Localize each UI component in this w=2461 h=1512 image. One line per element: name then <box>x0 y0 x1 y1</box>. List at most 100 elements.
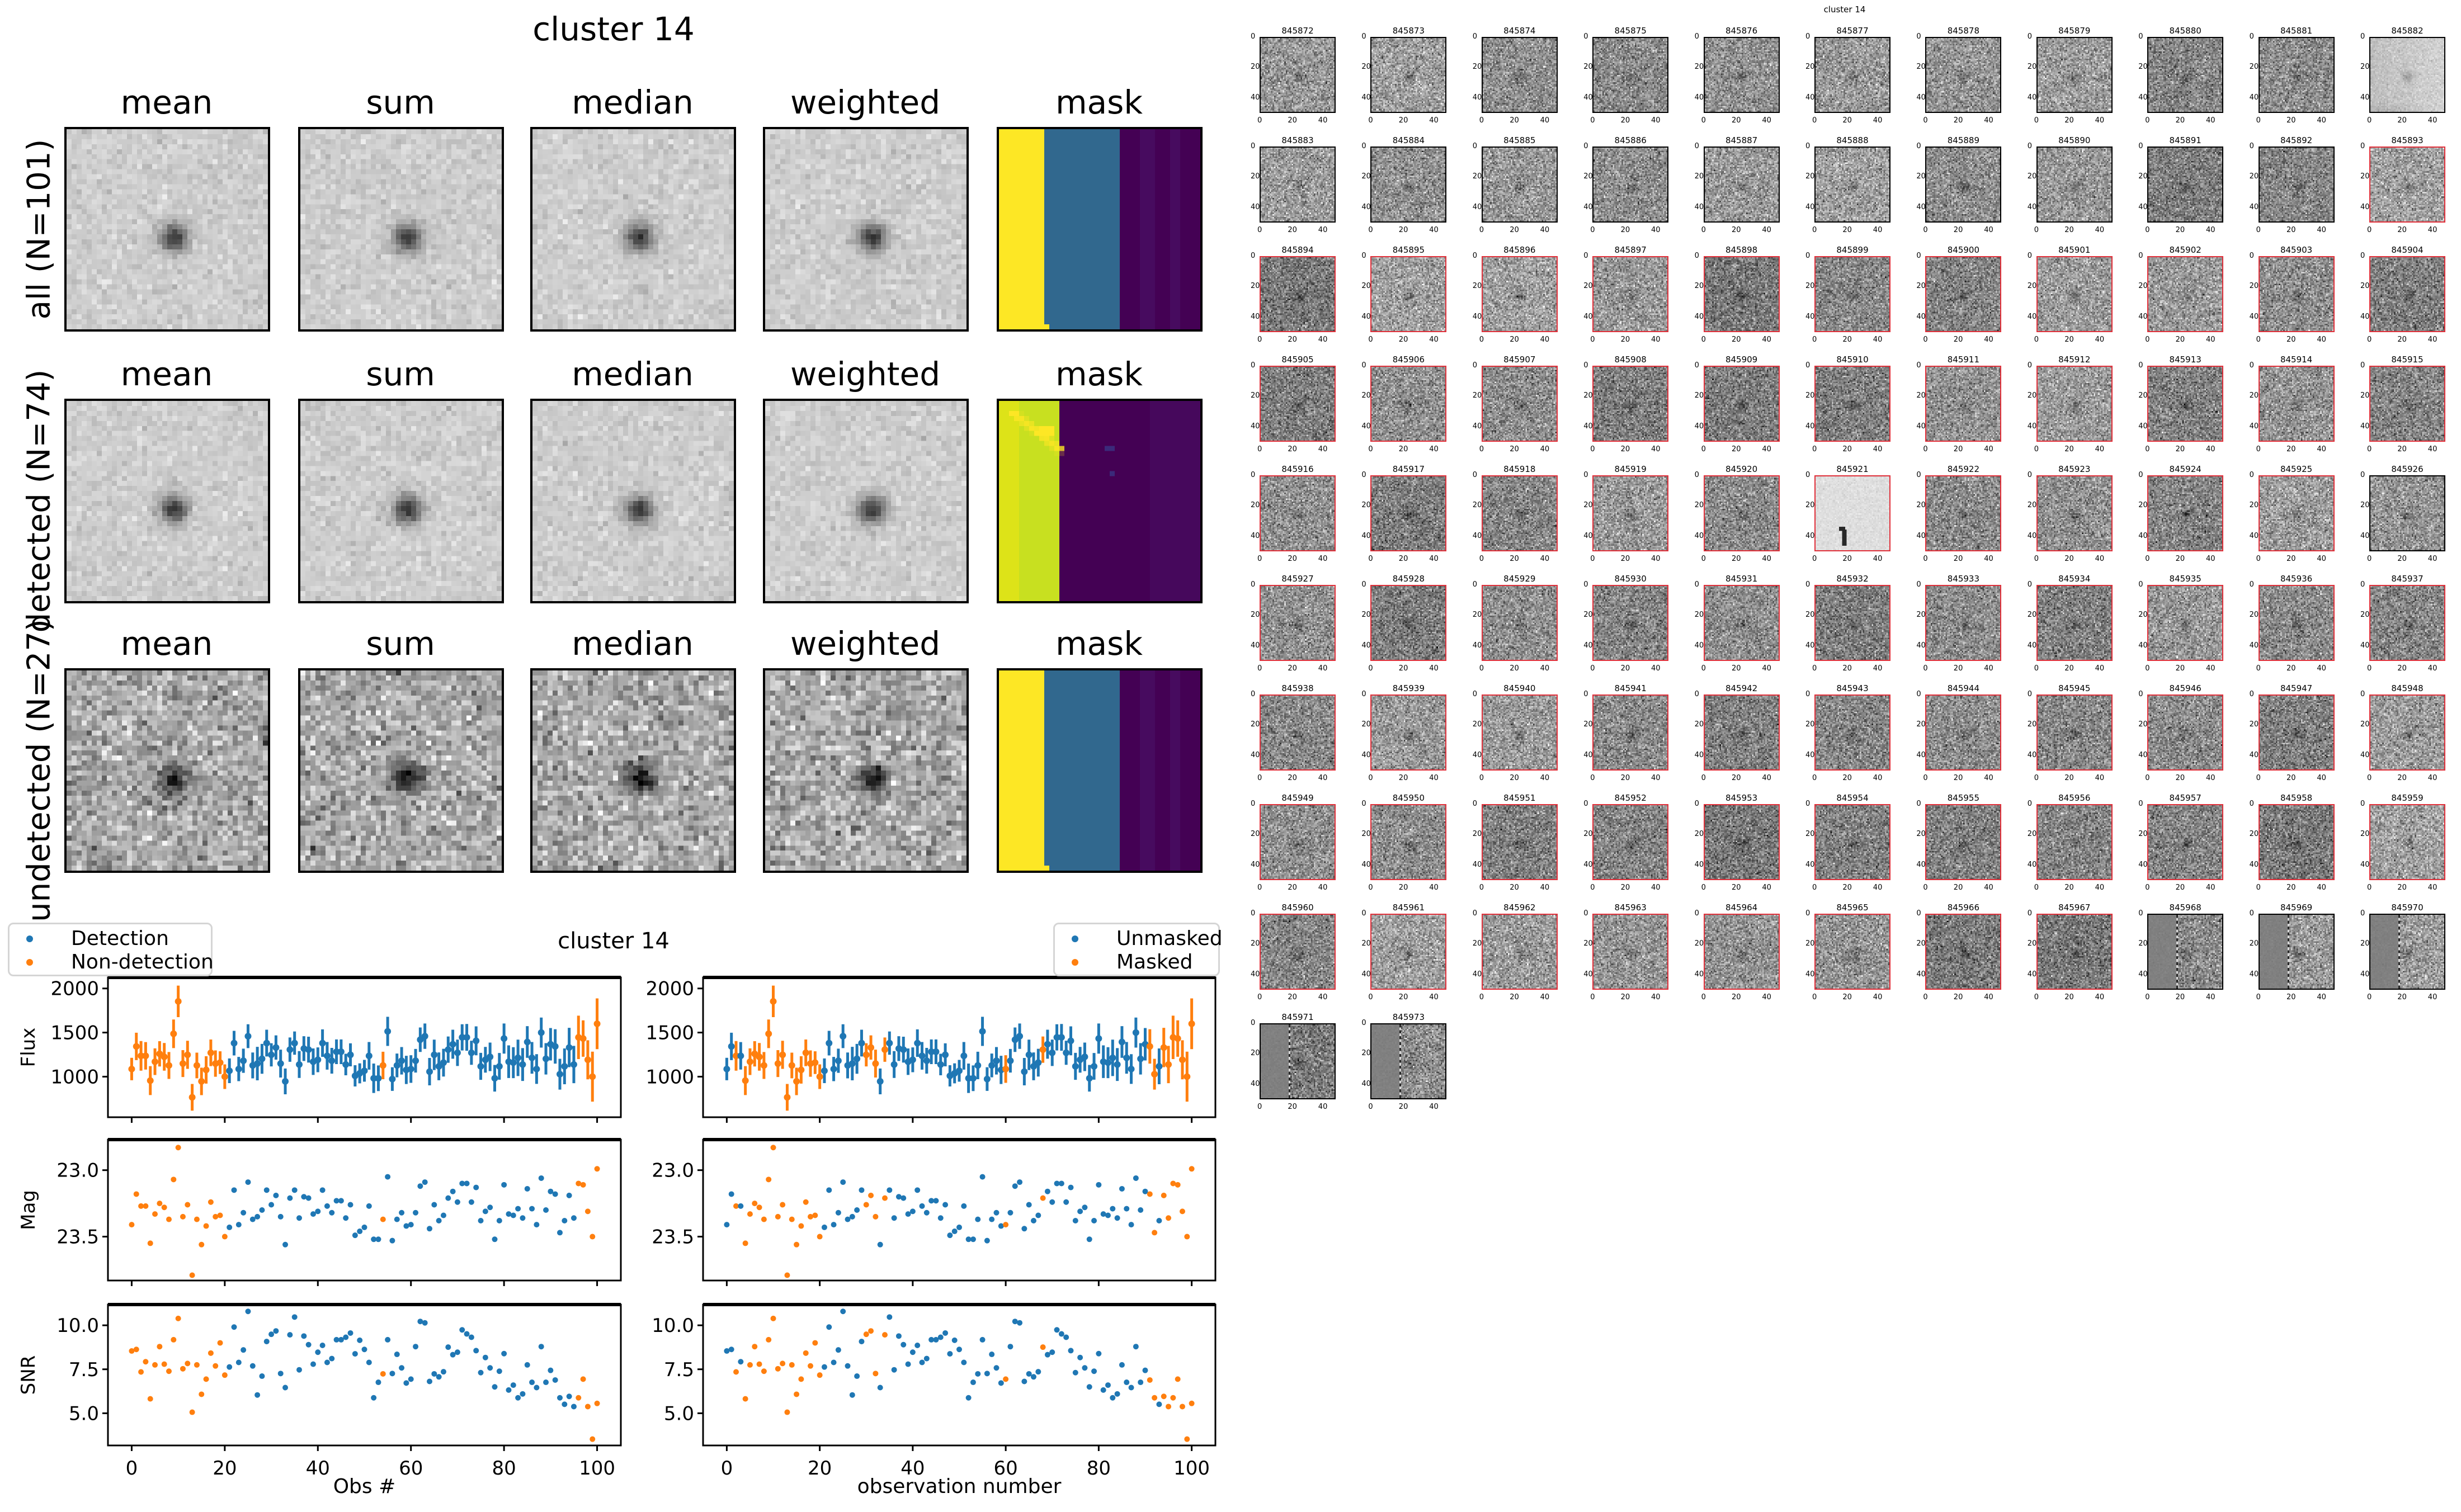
cutout-x-tick: 20 <box>2286 664 2296 673</box>
data-point <box>887 1187 893 1193</box>
data-point <box>534 1385 540 1391</box>
cutout-y-tick: 40 <box>1472 531 1482 540</box>
cutout-y-tick: 0 <box>1583 471 1588 479</box>
stacked-cutout <box>300 129 502 329</box>
cutout-x-tick: 0 <box>1701 555 1706 563</box>
data-point <box>333 1048 340 1055</box>
data-point <box>1128 1222 1134 1228</box>
cutout-y-tick: 40 <box>1916 860 1926 869</box>
cutout-y-tick: 40 <box>1916 93 1926 102</box>
data-point <box>254 1392 261 1398</box>
data-point <box>1123 1054 1130 1061</box>
data-point <box>859 1187 865 1193</box>
data-point <box>1035 1369 1041 1375</box>
cutout-y-tick: 0 <box>1251 471 1256 479</box>
cutout-image <box>1481 475 1558 551</box>
cutout-x-tick: 0 <box>2145 774 2150 782</box>
cutout-y-tick: 20 <box>2249 63 2259 72</box>
cutout-image <box>1592 914 1669 990</box>
data-point <box>161 1361 167 1367</box>
data-point <box>937 1334 944 1340</box>
data-point <box>440 1369 446 1375</box>
data-point <box>384 1028 392 1035</box>
data-point <box>273 1328 279 1334</box>
cutout-y-tick: 20 <box>1916 501 1926 510</box>
cutout-pixels <box>1704 257 1779 331</box>
cutout-x-tick: 0 <box>1590 883 1595 892</box>
cutout-x-tick: 40 <box>1318 555 1328 563</box>
cutout-image <box>1481 914 1558 990</box>
cutout-x-tick: 20 <box>2064 226 2074 234</box>
cutout-x-tick: 20 <box>1510 226 1519 234</box>
cutout-y-tick: 20 <box>1694 282 1704 291</box>
legend-marker-unmasked <box>1072 935 1078 942</box>
cutout-title: 845931 <box>1725 574 1758 584</box>
cutout-y-tick: 0 <box>1805 580 1811 589</box>
data-point <box>1095 1035 1102 1042</box>
cutout-y-tick: 40 <box>1251 970 1260 979</box>
data-point <box>347 1051 354 1059</box>
y-tick-label: 10.0 <box>652 1315 694 1337</box>
data-point <box>152 1058 159 1065</box>
cutout-x-tick: 20 <box>2286 336 2296 344</box>
data-point <box>738 1359 744 1365</box>
cutout-x-tick: 0 <box>1590 336 1595 344</box>
data-point <box>357 1337 363 1343</box>
cutout-pixels <box>1482 257 1557 331</box>
cutout-y-tick: 0 <box>1694 800 1699 808</box>
data-point <box>487 1365 493 1371</box>
cutout-y-tick: 0 <box>1251 1019 1256 1027</box>
cutout-image <box>2369 256 2445 332</box>
cutout-x-tick: 0 <box>1368 883 1373 892</box>
data-point <box>538 1344 544 1350</box>
data-point <box>571 1215 577 1221</box>
x-tick-label: 80 <box>1087 1457 1111 1480</box>
stack-image-mask-1 <box>997 399 1203 603</box>
data-point <box>840 1033 847 1040</box>
cutout-title: 845909 <box>1725 355 1758 365</box>
data-point <box>1133 1344 1139 1350</box>
cutout-image <box>1925 37 2002 113</box>
data-point <box>329 1209 335 1216</box>
data-point <box>287 1332 293 1338</box>
cutout-y-tick: 20 <box>1251 611 1260 620</box>
cutout-pixels <box>1593 38 1668 112</box>
data-point <box>937 1215 944 1221</box>
data-point <box>426 1226 432 1232</box>
data-point <box>798 1223 804 1229</box>
x-axis-label: observation number <box>857 1475 1062 1498</box>
cutout-x-tick: 40 <box>1984 993 1993 1001</box>
cutout-x-tick: 20 <box>2397 445 2407 453</box>
cutout-y-tick: 0 <box>1694 32 1699 41</box>
cutout-y-tick: 20 <box>2360 611 2370 620</box>
data-point <box>496 1063 503 1070</box>
cutout-y-tick: 0 <box>1361 361 1366 370</box>
cutout-image <box>1370 366 1447 442</box>
cutout-y-tick: 20 <box>1583 63 1593 72</box>
cutout-image <box>1703 256 1780 332</box>
cutout-pixels <box>1926 586 2001 660</box>
cutout-y-tick: 0 <box>2360 690 2365 698</box>
cutout-title: 845915 <box>2391 355 2424 365</box>
data-point <box>282 1078 289 1085</box>
data-point <box>1030 1374 1036 1380</box>
cutout-image <box>1370 1023 1447 1099</box>
cutout-x-tick: 0 <box>1479 883 1484 892</box>
data-point <box>979 1028 986 1035</box>
cutout-y-tick: 0 <box>1805 800 1811 808</box>
cutout-y-tick: 20 <box>1361 720 1371 729</box>
cutout-title: 845953 <box>1725 793 1758 803</box>
cutout-pixels <box>1371 696 1446 769</box>
cutout-y-tick: 40 <box>1472 422 1482 431</box>
data-point <box>231 1187 237 1193</box>
data-point <box>189 1272 195 1278</box>
cutout-image <box>1703 147 1780 223</box>
data-point <box>185 1202 191 1208</box>
cutout-y-tick: 40 <box>2138 93 2148 102</box>
cutout-x-tick: 20 <box>1620 226 1630 234</box>
cutout-x-tick: 0 <box>2034 226 2039 234</box>
cutout-x-tick: 20 <box>1510 445 1519 453</box>
cutout-image <box>1925 585 2002 661</box>
cutout-x-tick: 20 <box>2175 336 2185 344</box>
